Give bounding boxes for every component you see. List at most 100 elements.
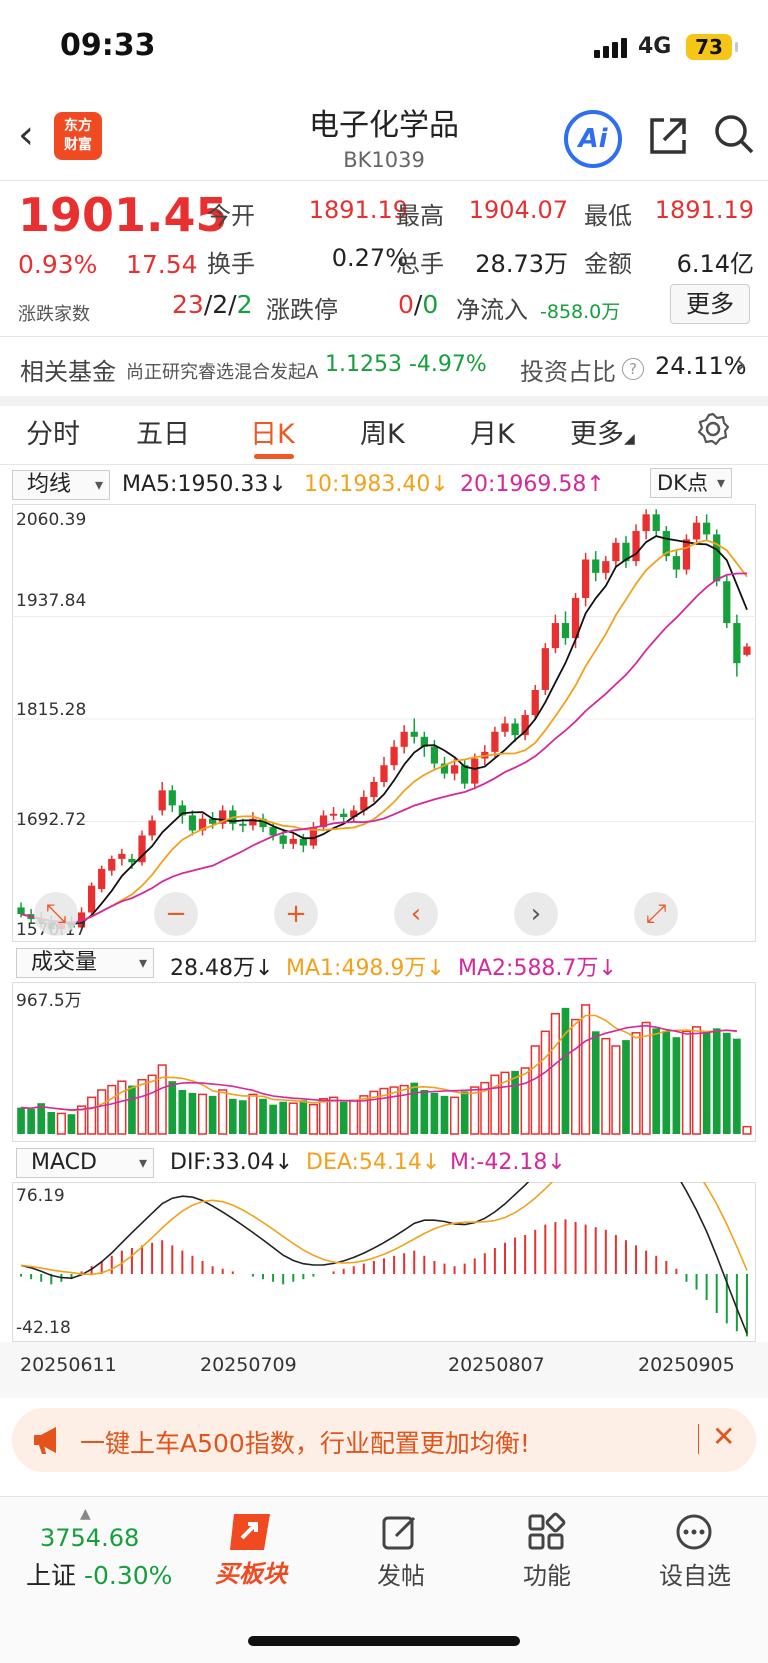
volume-bar <box>449 1096 460 1135</box>
signal-icon <box>594 38 630 58</box>
candle-body <box>420 736 428 747</box>
candle-body <box>158 790 166 811</box>
tab-intraday[interactable]: 分时 <box>26 419 80 450</box>
volume-bar <box>691 1026 702 1135</box>
functions-icon[interactable] <box>526 1512 566 1552</box>
volume-bar <box>259 1098 267 1134</box>
tab-weekly-k[interactable]: 周K <box>360 419 405 450</box>
tab-five-day[interactable]: 五日 <box>136 419 190 450</box>
volume-bar <box>239 1100 247 1134</box>
macd-chart[interactable] <box>12 1182 756 1342</box>
scroll-left-icon[interactable]: ‹ <box>394 892 438 936</box>
nav-functions[interactable]: 功能 <box>523 1562 571 1590</box>
volume-bar <box>67 1114 76 1134</box>
candle-body <box>360 797 368 811</box>
x-date-0: 20250611 <box>20 1354 117 1376</box>
scroll-right-icon[interactable]: › <box>514 892 558 936</box>
volume-bar <box>218 1089 228 1135</box>
nav-buy-sector[interactable]: 买板块 <box>215 1560 287 1588</box>
candle-body <box>128 858 136 863</box>
volume-bar <box>702 1031 711 1134</box>
candle-body <box>682 539 691 570</box>
volume-label: 总手 <box>396 250 444 278</box>
volume-bar <box>440 1095 449 1134</box>
tab-more[interactable]: 更多◢ <box>570 419 635 450</box>
turnover-value: 0.27% <box>331 244 408 272</box>
volume-bar <box>581 1004 591 1135</box>
volume-bar <box>722 1032 731 1134</box>
network-type: 4G <box>638 34 672 59</box>
volume-bar <box>652 1028 661 1134</box>
candle-body <box>168 790 176 806</box>
candle-body <box>188 815 197 831</box>
volume-chart[interactable] <box>12 982 756 1142</box>
macd-y-min: -42.18 <box>16 1318 71 1338</box>
volume-bar <box>208 1095 217 1134</box>
candle-body <box>77 912 86 928</box>
megaphone-icon <box>34 1427 56 1454</box>
macd-dea-line <box>20 1182 748 1276</box>
nav-post[interactable]: 发帖 <box>377 1562 425 1590</box>
fullscreen-icon[interactable]: ⤢ <box>634 892 678 936</box>
ma5-line <box>20 535 748 926</box>
indicator-selector-volume[interactable]: 成交量 <box>16 948 154 978</box>
ai-icon[interactable]: Ai <box>564 110 622 168</box>
volume-bar <box>339 1101 348 1134</box>
candle-body <box>259 818 267 828</box>
volume-bar <box>117 1080 127 1135</box>
index-quote[interactable]: 上证 -0.30% <box>26 1561 173 1590</box>
nav-watchlist[interactable]: 设自选 <box>659 1562 731 1590</box>
candle-body <box>17 907 25 915</box>
low-value: 1891.19 <box>654 196 754 224</box>
vol-ma1-line <box>20 1014 738 1112</box>
zoom-out-icon[interactable]: − <box>154 892 198 936</box>
collapse-icon[interactable]: ⤡ <box>34 892 78 936</box>
kline-chart-frame[interactable] <box>12 504 756 942</box>
more-button[interactable]: 更多 <box>670 284 750 324</box>
x-date-3: 20250905 <box>638 1354 735 1376</box>
chevron-right-icon[interactable]: › <box>736 350 747 380</box>
change-percent: 0.93% <box>18 250 98 279</box>
low-label: 最低 <box>584 202 632 230</box>
help-icon[interactable]: ? <box>622 358 644 380</box>
index-value[interactable]: 3754.68 <box>40 1524 140 1552</box>
y-tick-3: 1692.72 <box>16 810 87 830</box>
volume-chart-frame[interactable] <box>12 982 756 1142</box>
search-icon[interactable] <box>712 112 756 156</box>
candle-body <box>350 810 358 818</box>
home-indicator <box>248 1636 520 1646</box>
candle-body <box>87 885 96 913</box>
candle-body <box>692 522 701 540</box>
close-icon[interactable]: ✕ <box>712 1420 736 1453</box>
dk-point-button[interactable]: DK点 <box>650 468 732 498</box>
promo-banner[interactable] <box>12 1408 756 1472</box>
invest-ratio[interactable]: 24.11% <box>655 352 747 380</box>
buy-sector-icon[interactable] <box>226 1510 278 1554</box>
breadth-counts: 23/2/2 <box>172 290 253 319</box>
limit-counts: 0/0 <box>398 290 439 319</box>
share-icon[interactable] <box>646 114 690 158</box>
candle-body <box>410 731 418 737</box>
volume-bar <box>561 1007 570 1134</box>
tab-daily-k[interactable]: 日K <box>250 419 295 450</box>
promo-text[interactable]: 一键上车A500指数，行业配置更加均衡! <box>80 1429 530 1458</box>
volume-bar <box>128 1085 136 1134</box>
volume-bar <box>107 1084 117 1135</box>
fund-name[interactable]: 尚正研究睿选混合发起A <box>126 362 319 383</box>
volume-bar <box>480 1081 490 1135</box>
post-icon[interactable] <box>380 1512 420 1552</box>
settings-icon[interactable] <box>696 412 730 446</box>
watchlist-icon[interactable] <box>674 1512 714 1552</box>
indicator-selector-ma[interactable]: 均线 <box>12 470 110 500</box>
candle-body <box>390 746 398 766</box>
tab-monthly-k[interactable]: 月K <box>470 419 515 450</box>
candle-body <box>541 648 549 690</box>
macd-chart-frame[interactable] <box>12 1182 756 1342</box>
vol-ma2-line <box>20 1024 737 1111</box>
zoom-in-icon[interactable]: + <box>274 892 318 936</box>
kline-chart[interactable] <box>12 504 756 942</box>
back-icon[interactable]: ‹ <box>18 112 34 158</box>
volume-bar <box>530 1045 540 1135</box>
volume-bar <box>410 1082 419 1134</box>
indicator-selector-macd[interactable]: MACD <box>16 1148 154 1178</box>
